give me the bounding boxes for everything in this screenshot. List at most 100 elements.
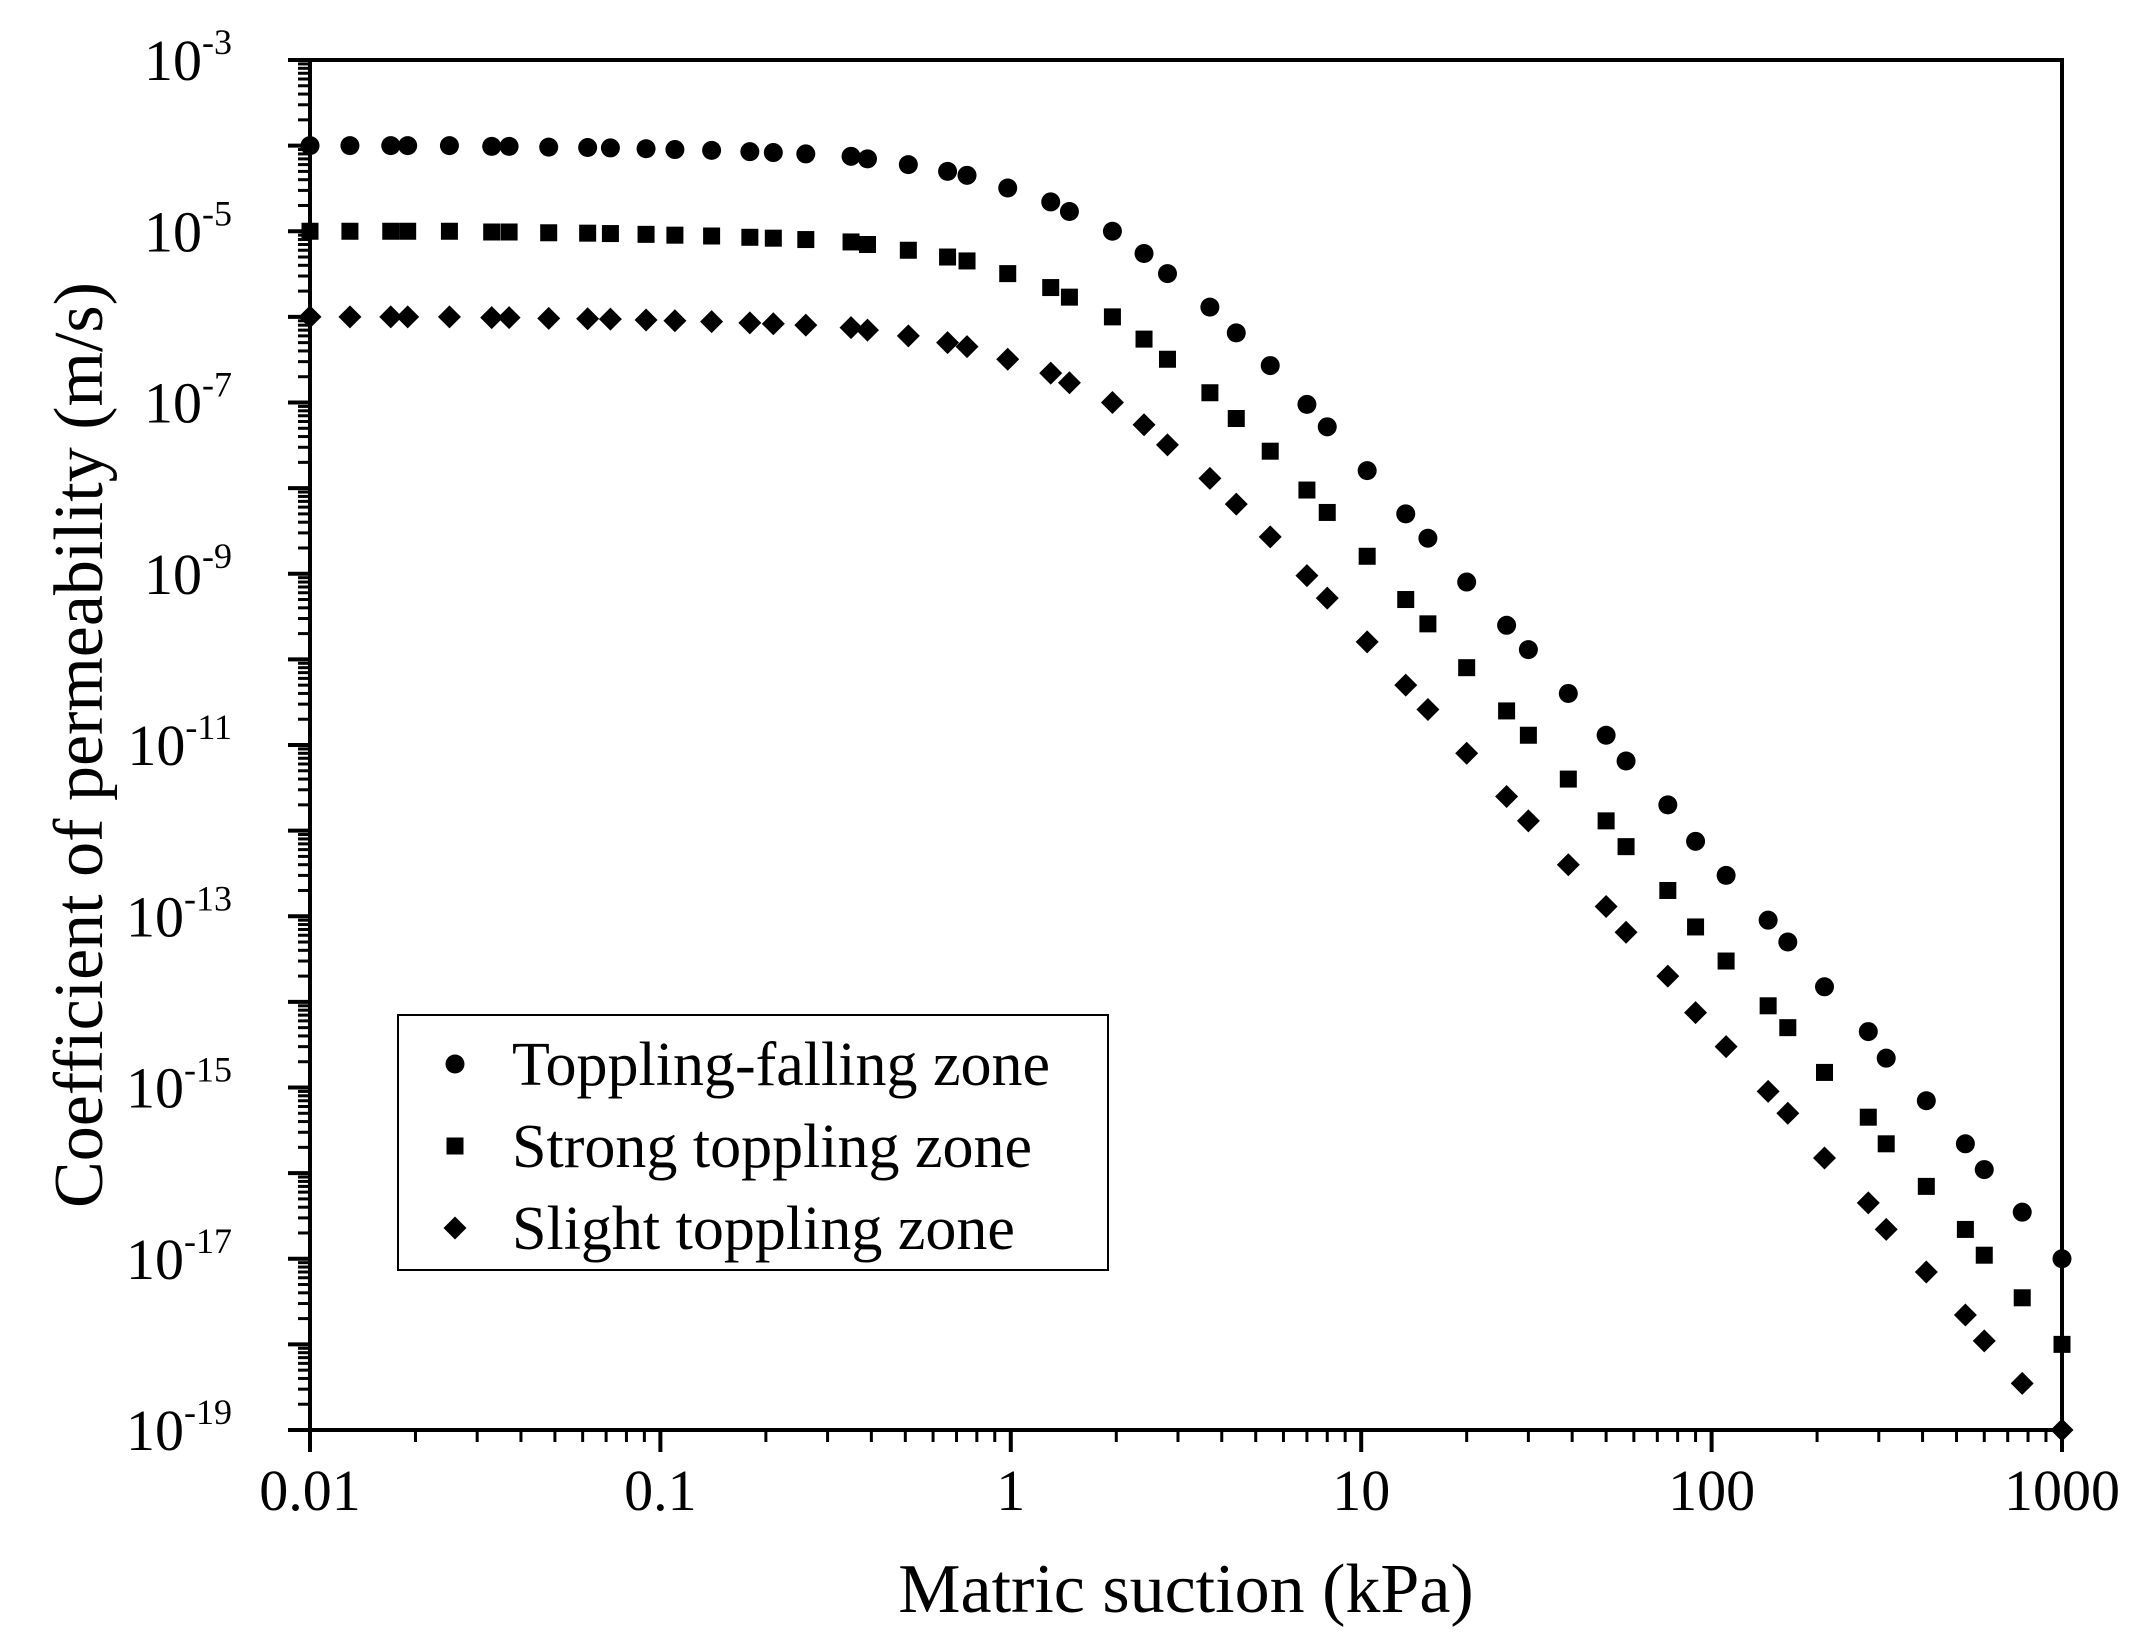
data-point-circle bbox=[1596, 725, 1616, 745]
y-tick-label: 10-15 bbox=[126, 1050, 232, 1121]
data-point-diamond bbox=[1355, 630, 1379, 654]
data-point-square bbox=[1816, 1063, 1834, 1081]
data-point-square bbox=[1717, 952, 1735, 970]
data-point-diamond bbox=[761, 312, 785, 336]
data-point-square bbox=[1956, 1220, 1974, 1238]
data-point-circle bbox=[1658, 795, 1678, 815]
data-point-square bbox=[1227, 410, 1245, 428]
data-point-diamond bbox=[1614, 920, 1638, 944]
legend-label: Strong toppling zone bbox=[512, 1113, 1032, 1181]
data-point-diamond bbox=[1039, 361, 1063, 385]
data-point-circle bbox=[1260, 356, 1280, 376]
data-point-circle bbox=[600, 138, 620, 158]
data-point-circle bbox=[858, 149, 878, 169]
data-point-square bbox=[382, 222, 400, 240]
data-point-square bbox=[899, 241, 917, 259]
data-point-square bbox=[797, 231, 815, 249]
data-point-square bbox=[1201, 384, 1219, 402]
data-point-circle bbox=[702, 140, 722, 160]
y-tick-label: 10-11 bbox=[127, 707, 232, 778]
data-point-circle bbox=[2012, 1202, 2032, 1222]
x-tick-label: 1 bbox=[996, 1458, 1025, 1523]
data-point-diamond bbox=[1594, 894, 1618, 918]
data-point-diamond bbox=[955, 335, 979, 359]
data-point-diamond bbox=[794, 313, 818, 337]
data-point-circle bbox=[1778, 932, 1798, 952]
data-point-circle bbox=[898, 155, 918, 175]
legend-marker-diamond bbox=[443, 1216, 467, 1240]
y-tick-label: 10-3 bbox=[144, 22, 232, 93]
data-point-circle bbox=[1041, 192, 1061, 212]
y-tick-label: 10-13 bbox=[126, 878, 232, 949]
y-axis-title: Coefficient of permeability (m/s) bbox=[41, 282, 118, 1208]
data-point-circle bbox=[1418, 528, 1438, 548]
data-point-square bbox=[1318, 503, 1336, 521]
data-point-diamond bbox=[1874, 1217, 1898, 1241]
data-point-circle bbox=[398, 136, 418, 156]
data-point-diamond bbox=[1315, 586, 1339, 610]
data-point-circle bbox=[1297, 394, 1317, 414]
data-point-square bbox=[1135, 330, 1153, 348]
data-point-diamond bbox=[738, 311, 762, 335]
data-point-circle bbox=[1916, 1091, 1936, 1111]
data-point-square bbox=[939, 248, 957, 266]
data-point-square bbox=[1358, 547, 1376, 565]
data-point-diamond bbox=[1972, 1329, 1996, 1353]
data-point-diamond bbox=[1258, 525, 1282, 549]
data-point-circle bbox=[1059, 202, 1079, 222]
data-point-square bbox=[1975, 1246, 1993, 1264]
data-point-circle bbox=[763, 143, 783, 163]
data-point-square bbox=[1298, 481, 1316, 499]
data-point-square bbox=[1158, 350, 1176, 368]
data-point-circle bbox=[1686, 831, 1706, 851]
data-point-diamond bbox=[1953, 1303, 1977, 1327]
data-point-diamond bbox=[497, 306, 521, 330]
data-point-diamond bbox=[1198, 466, 1222, 490]
data-point-circle bbox=[998, 178, 1018, 198]
legend: Toppling-falling zone Strong toppling zon… bbox=[397, 1014, 1109, 1271]
legend-box bbox=[397, 1014, 1109, 1271]
data-point-square bbox=[958, 252, 976, 270]
data-point-square bbox=[500, 223, 518, 241]
data-point-circle bbox=[1457, 572, 1477, 592]
data-point-circle bbox=[1974, 1160, 1994, 1180]
data-point-diamond bbox=[1714, 1035, 1738, 1059]
data-point-square bbox=[1042, 279, 1060, 297]
data-point-diamond bbox=[996, 347, 1020, 371]
data-point-circle bbox=[1858, 1022, 1878, 1042]
data-point-circle bbox=[1200, 297, 1220, 317]
data-point-square bbox=[1458, 659, 1476, 677]
data-point-circle bbox=[1226, 323, 1246, 343]
data-point-square bbox=[1559, 770, 1577, 788]
data-point-diamond bbox=[1756, 1079, 1780, 1103]
data-point-square bbox=[1498, 702, 1516, 720]
y-tick-label: 10-5 bbox=[144, 193, 232, 264]
data-point-square bbox=[1519, 726, 1537, 744]
data-point-diamond bbox=[2010, 1371, 2034, 1395]
data-point-diamond bbox=[663, 309, 687, 333]
data-point-circle bbox=[1497, 615, 1517, 635]
data-point-diamond bbox=[1856, 1191, 1880, 1215]
data-point-circle bbox=[665, 140, 685, 160]
y-tick-label: 10-7 bbox=[144, 365, 232, 436]
data-point-square bbox=[1759, 997, 1777, 1015]
y-tick-label: 10-17 bbox=[126, 1221, 232, 1292]
data-point-square bbox=[1397, 591, 1415, 609]
data-point-square bbox=[1687, 918, 1705, 936]
data-point-diamond bbox=[598, 307, 622, 331]
y-axis-ticks: 10-3 10-5 10-7 10-9 10-11 10-13 10-15 10-17 10-1… bbox=[126, 22, 310, 1463]
data-point-square bbox=[1419, 615, 1437, 633]
data-point-diamond bbox=[856, 318, 880, 342]
data-point-square bbox=[999, 265, 1017, 283]
data-point-diamond bbox=[1100, 391, 1124, 414]
data-point-diamond bbox=[1914, 1260, 1938, 1284]
data-point-square bbox=[1859, 1108, 1877, 1126]
data-point-circle bbox=[381, 136, 401, 156]
data-point-circle bbox=[1815, 977, 1835, 997]
y-tick-label: 10-9 bbox=[144, 536, 232, 607]
data-point-diamond bbox=[379, 305, 403, 329]
data-point-square bbox=[1917, 1177, 1935, 1195]
data-markers bbox=[298, 136, 2074, 1442]
data-point-circle bbox=[841, 146, 861, 166]
x-tick-label: 0.1 bbox=[624, 1458, 697, 1523]
